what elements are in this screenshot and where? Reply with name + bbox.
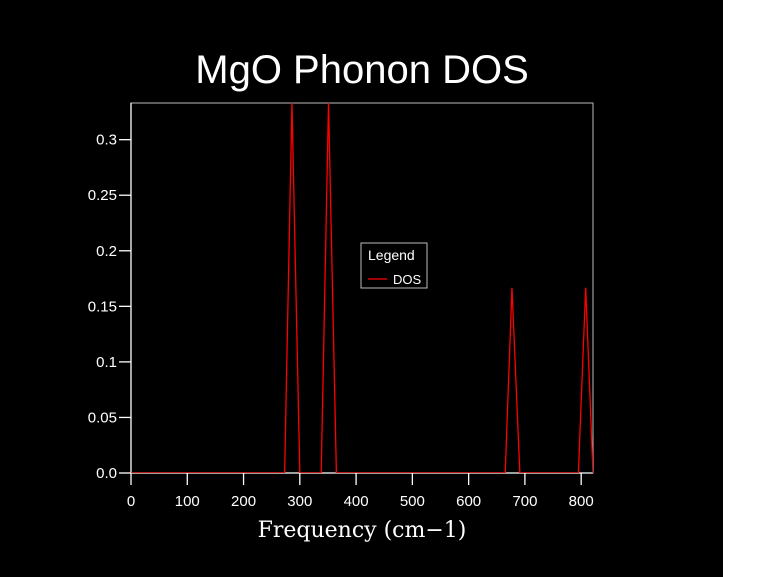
y-tick-label: 0.3 — [96, 132, 117, 149]
legend: Legend DOS — [360, 242, 428, 289]
x-tick-label: 200 — [231, 493, 256, 510]
y-tick-label: 0.2 — [96, 243, 117, 260]
x-tick-label: 100 — [175, 493, 200, 510]
y-tick-label: 0.25 — [88, 187, 117, 204]
y-tick-label: 0.0 — [96, 465, 117, 482]
legend-entry-dos: DOS — [393, 272, 422, 287]
chart-title: MgO Phonon DOS — [195, 48, 529, 92]
x-axis-label: Frequency (cm−1) — [258, 518, 467, 543]
x-tick-label: 600 — [456, 493, 481, 510]
x-tick-label: 700 — [512, 493, 537, 510]
x-tick-label: 400 — [344, 493, 369, 510]
x-tick-label: 500 — [400, 493, 425, 510]
x-tick-label: 300 — [287, 493, 312, 510]
legend-title: Legend — [368, 247, 415, 263]
y-tick-label: 0.15 — [88, 298, 117, 315]
x-tick-label: 0 — [127, 493, 135, 510]
y-tick-label: 0.05 — [88, 409, 117, 426]
y-tick-label: 0.1 — [96, 354, 117, 371]
x-axis: 0 100 200 300 400 500 600 700 800 — [127, 472, 594, 510]
x-tick-label: 800 — [569, 493, 594, 510]
y-axis: 0.0 0.05 0.1 0.15 0.2 0.25 0.3 — [88, 103, 132, 482]
legend-box — [360, 242, 428, 289]
